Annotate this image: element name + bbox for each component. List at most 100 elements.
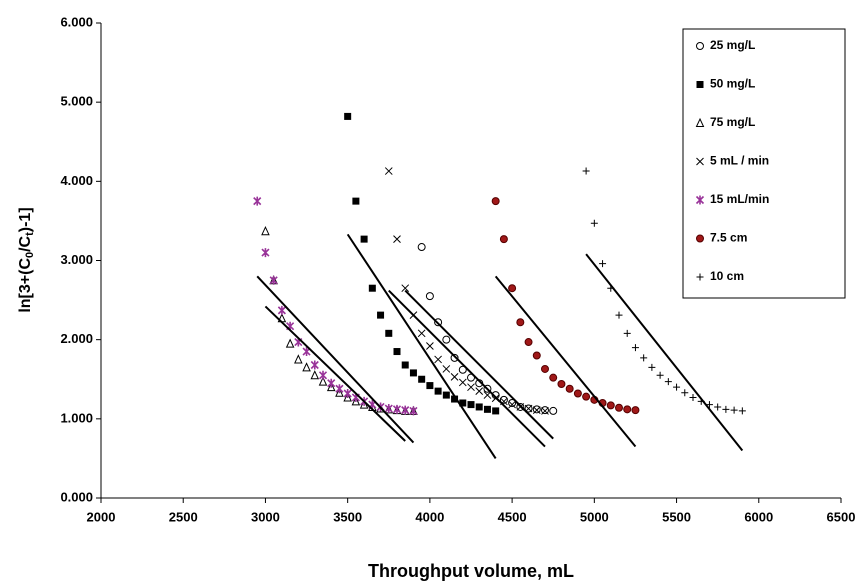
marker-shape: [549, 373, 558, 382]
marker: [384, 404, 393, 414]
marker-shape: [401, 361, 409, 369]
marker: [368, 284, 376, 292]
marker-shape: [573, 389, 582, 398]
marker: [508, 284, 517, 293]
marker: [384, 167, 393, 175]
legend-label: 10 cm: [710, 269, 744, 283]
marker: [541, 407, 549, 415]
marker-shape: [695, 195, 705, 205]
marker-shape: [532, 406, 541, 414]
marker: [631, 406, 640, 415]
marker: [261, 226, 270, 236]
marker: [557, 380, 566, 388]
marker-shape: [417, 243, 426, 252]
marker: [344, 112, 352, 120]
marker-shape: [664, 378, 672, 386]
marker: [705, 401, 713, 409]
trend-line: [256, 275, 415, 444]
marker-shape: [392, 404, 402, 414]
y-tick-label: 4.000: [60, 173, 93, 188]
marker: [302, 362, 311, 372]
marker: [673, 383, 681, 391]
marker-shape: [606, 401, 615, 410]
legend-label: 50 mg/L: [710, 77, 755, 91]
marker: [450, 373, 459, 381]
marker-shape: [458, 365, 467, 374]
marker: [360, 235, 368, 243]
marker: [714, 403, 722, 411]
marker-shape: [426, 382, 434, 390]
marker: [352, 197, 360, 205]
marker: [335, 384, 344, 394]
y-tick-label: 2.000: [60, 331, 93, 346]
marker-shape: [631, 344, 639, 352]
marker-shape: [590, 219, 598, 227]
marker: [491, 197, 500, 206]
marker-shape: [615, 311, 623, 319]
marker-shape: [467, 401, 475, 409]
x-axis-title: Throughput volume, mL: [368, 561, 574, 581]
marker: [458, 365, 467, 374]
marker-shape: [434, 355, 442, 364]
marker: [426, 382, 434, 390]
marker: [541, 364, 549, 373]
marker-shape: [467, 383, 475, 392]
marker: [599, 260, 607, 268]
legend-marker: [695, 195, 705, 205]
marker-shape: [640, 354, 648, 362]
marker: [458, 378, 467, 387]
legend-box: [682, 28, 846, 299]
marker-shape: [458, 378, 467, 387]
marker: [467, 401, 475, 409]
marker-shape: [492, 407, 500, 415]
marker-shape: [615, 403, 623, 412]
marker-shape: [623, 329, 631, 337]
marker-shape: [623, 405, 632, 414]
marker-shape: [508, 399, 517, 407]
marker-shape: [582, 167, 590, 175]
marker: [532, 406, 541, 414]
marker: [590, 219, 598, 227]
x-tick-label: 5000: [580, 509, 609, 524]
marker: [401, 405, 410, 415]
marker-shape: [738, 407, 746, 415]
marker: [343, 389, 352, 398]
marker-shape: [730, 406, 738, 414]
legend-marker: [696, 42, 704, 50]
marker: [738, 407, 746, 415]
legend-marker: [696, 273, 704, 281]
marker: [508, 400, 516, 409]
x-tick-label: 2500: [169, 509, 198, 524]
marker-shape: [343, 389, 352, 398]
marker: [310, 360, 319, 370]
trend-line: [404, 289, 554, 440]
marker-shape: [360, 235, 368, 243]
legend-label: 25 mg/L: [710, 38, 755, 52]
marker: [573, 389, 582, 398]
legend-label: 75 mg/L: [710, 115, 755, 129]
marker: [615, 311, 623, 319]
x-tick-label: 3000: [251, 509, 280, 524]
y-axis-title: ln[3+(C0/Ct)-1]: [17, 207, 36, 312]
marker-shape: [442, 335, 451, 344]
marker-shape: [714, 403, 722, 411]
legend-marker: [696, 81, 704, 88]
marker: [492, 407, 500, 415]
trend-line: [585, 253, 744, 452]
marker: [393, 235, 401, 243]
marker: [434, 355, 442, 364]
marker-shape: [459, 399, 467, 407]
marker: [499, 395, 508, 404]
marker: [467, 373, 475, 382]
legend-label: 7.5 cm: [710, 231, 747, 245]
marker: [656, 371, 664, 379]
marker: [549, 373, 558, 382]
marker-shape: [565, 384, 574, 393]
marker: [418, 375, 426, 383]
marker-shape: [508, 284, 517, 293]
marker: [459, 399, 467, 407]
marker: [623, 405, 632, 414]
marker: [442, 335, 451, 344]
y-axis-title-part: t: [24, 232, 36, 236]
marker: [722, 405, 730, 413]
